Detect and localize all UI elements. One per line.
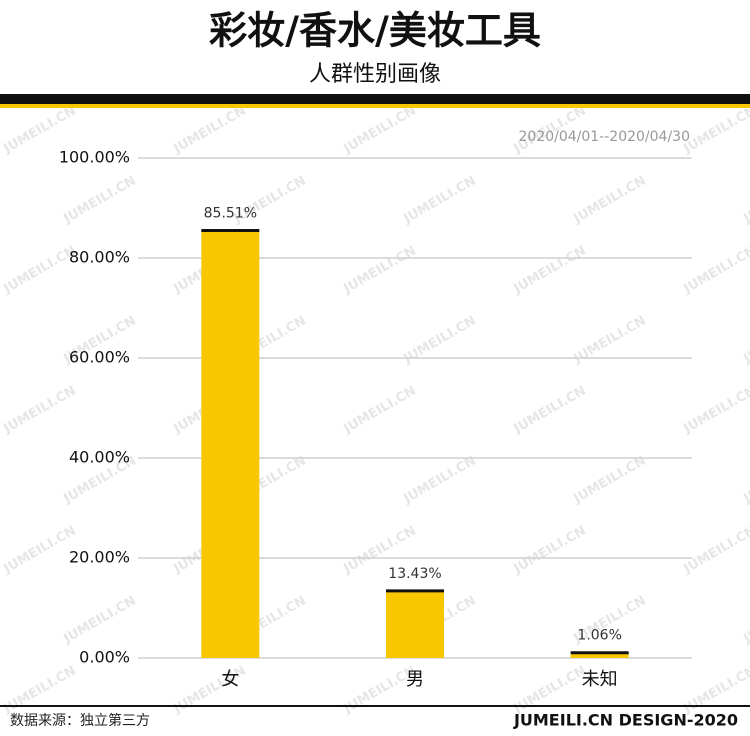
header-band: [0, 94, 750, 104]
y-tick-label: 100.00%: [59, 148, 130, 167]
x-tick-label: 未知: [582, 669, 618, 690]
bar: [570, 652, 629, 658]
value-label: 1.06%: [577, 628, 621, 644]
chart-subtitle: 人群性别画像: [309, 62, 441, 87]
y-tick-label: 40.00%: [69, 448, 130, 467]
chart-title: 彩妆/香水/美妆工具: [209, 9, 541, 53]
x-tick-label: 男: [406, 669, 424, 690]
bar: [201, 230, 260, 658]
bar: [386, 590, 444, 658]
y-tick-label: 20.00%: [69, 548, 130, 567]
y-tick-label: 80.00%: [69, 248, 130, 267]
x-tick-label: 女: [221, 669, 239, 690]
y-tick-label: 60.00%: [69, 348, 130, 367]
date-range: 2020/04/01--2020/04/30: [519, 129, 691, 145]
y-tick-label: 0.00%: [79, 648, 130, 667]
header-stripe: [0, 104, 750, 108]
value-label: 13.43%: [388, 566, 441, 582]
brand: JUMEILI.CN DESIGN-2020: [513, 711, 738, 730]
source: 数据来源：独立第三方: [10, 712, 150, 729]
value-label: 85.51%: [204, 205, 257, 221]
